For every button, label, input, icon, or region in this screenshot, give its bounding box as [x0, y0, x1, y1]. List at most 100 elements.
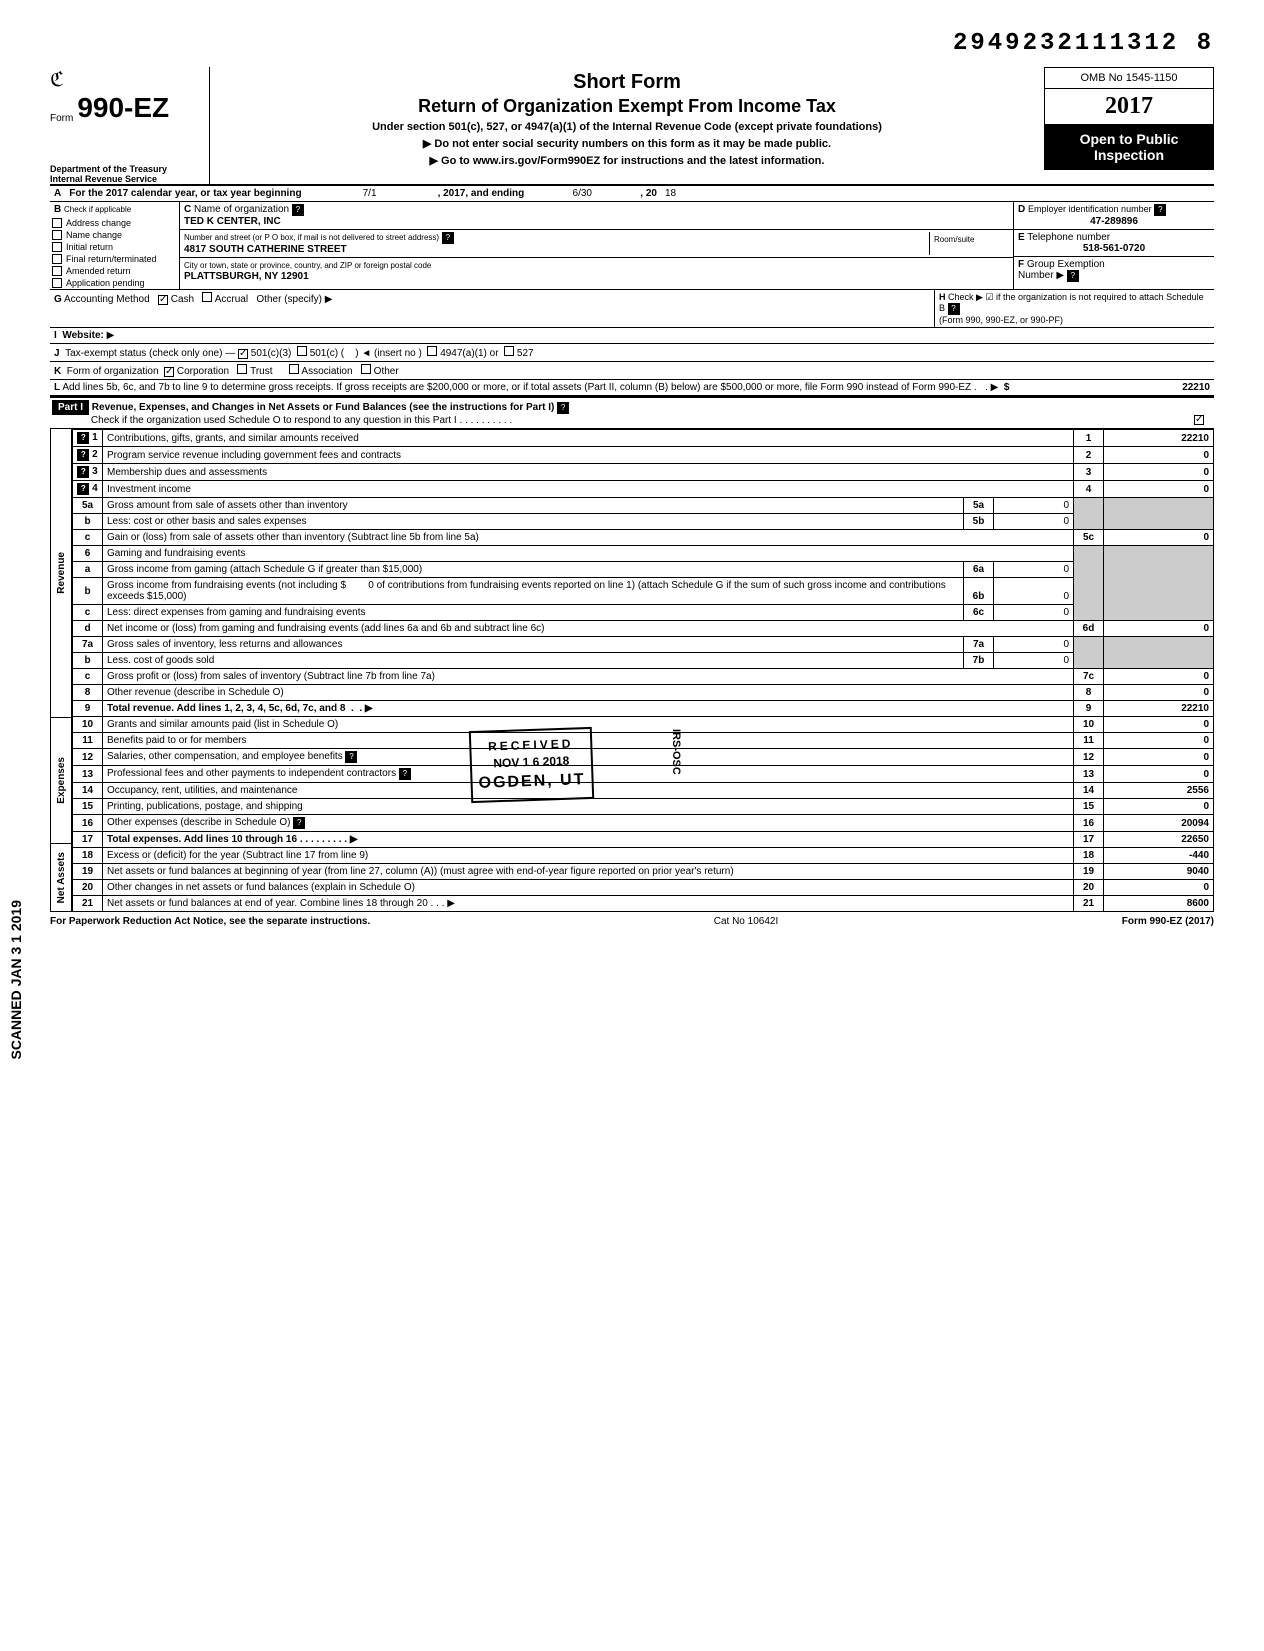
line7b-amt: 0 — [993, 653, 1073, 668]
h-text: Check ▶ ☑ if the organization is not req… — [939, 292, 1204, 313]
chk-4947[interactable] — [427, 346, 437, 356]
line6c-desc: Less: direct expenses from gaming and fu… — [107, 607, 365, 618]
org-name: TED K CENTER, INC — [184, 216, 281, 227]
under-section: Under section 501(c), 527, or 4947(a)(1)… — [220, 121, 1034, 133]
chk-address[interactable] — [52, 218, 62, 228]
help-icon: ? — [442, 232, 454, 244]
line4-desc: Investment income — [107, 484, 191, 495]
arrow-icon — [325, 294, 333, 305]
chk-trust[interactable] — [237, 364, 247, 374]
line11-desc: Benefits paid to or for members — [107, 735, 247, 746]
chk-initial[interactable] — [52, 242, 62, 252]
help-icon: ? — [557, 402, 569, 414]
opt-501c: 501(c) ( — [310, 348, 344, 359]
d-label: Employer identification number — [1028, 204, 1152, 214]
chk-assoc[interactable] — [289, 364, 299, 374]
line13-amt: 0 — [1104, 766, 1214, 783]
k-label: Form of organization — [67, 366, 159, 377]
line12-amt: 0 — [1104, 749, 1214, 766]
irs-osc-stamp: IRS-OSC — [670, 729, 682, 775]
line5c-amt: 0 — [1104, 530, 1214, 546]
pra-notice: For Paperwork Reduction Act Notice, see … — [50, 916, 370, 927]
opt-assoc: Association — [301, 366, 352, 377]
instr-url: Go to www.irs.gov/Form990EZ for instruct… — [220, 154, 1034, 167]
vlabel-revenue: Revenue — [54, 548, 69, 598]
chk-kother[interactable] — [361, 364, 371, 374]
line6a-amt: 0 — [993, 562, 1073, 577]
c-label: Name of organization — [194, 204, 289, 215]
line11-amt: 0 — [1104, 733, 1214, 749]
city-label: City or town, state or province, country… — [184, 261, 431, 270]
opt-address: Address change — [66, 218, 131, 228]
vlabel-expenses: Expenses — [54, 753, 69, 808]
street-value: 4817 SOUTH CATHERINE STREET — [184, 244, 347, 255]
e-label: Telephone number — [1027, 232, 1110, 243]
f-label: Group Exemption — [1027, 259, 1105, 270]
chk-namechg[interactable] — [52, 230, 62, 240]
period-begin: 7/1 — [310, 188, 430, 199]
arrow-icon — [350, 834, 358, 845]
f-number-lbl: Number — [1018, 270, 1054, 281]
line8-amt: 0 — [1104, 685, 1214, 701]
chk-cash[interactable] — [158, 295, 168, 305]
line3-amt: 0 — [1104, 464, 1214, 481]
line7b-desc: Less. cost of goods sold — [107, 655, 214, 666]
line19-desc: Net assets or fund balances at beginning… — [107, 866, 734, 877]
help-icon: ? — [1067, 270, 1079, 282]
line1-desc: Contributions, gifts, grants, and simila… — [107, 433, 359, 444]
room-label: Room/suite — [934, 235, 974, 244]
chk-apppend[interactable] — [52, 278, 62, 288]
phone-value: 518-561-0720 — [1018, 243, 1210, 254]
line8-desc: Other revenue (describe in Schedule O) — [107, 687, 284, 698]
opt-501c3: 501(c)(3) — [251, 348, 292, 359]
opt-corp: Corporation — [177, 366, 229, 377]
line21-desc: Net assets or fund balances at end of ye… — [107, 898, 428, 909]
line13-desc: Professional fees and other payments to … — [107, 768, 396, 779]
line7a-amt: 0 — [993, 637, 1073, 652]
chk-final[interactable] — [52, 254, 62, 264]
period-end: 6/30 — [532, 188, 632, 199]
line14-amt: 2556 — [1104, 783, 1214, 799]
arrow-icon — [991, 382, 999, 393]
help-icon: ? — [77, 466, 89, 478]
line2-desc: Program service revenue including govern… — [107, 450, 401, 461]
b-label: Check if applicable — [64, 205, 131, 214]
opt-amended: Amended return — [66, 266, 131, 276]
line7c-amt: 0 — [1104, 669, 1214, 685]
l-text: Add lines 5b, 6c, and 7b to line 9 to de… — [62, 382, 971, 393]
chk-amended[interactable] — [52, 266, 62, 276]
line6b-desc: Gross income from fundraising events (no… — [107, 580, 346, 591]
form-ref: Form 990-EZ (2017) — [1122, 916, 1214, 927]
opt-527: 527 — [517, 348, 534, 359]
line14-desc: Occupancy, rent, utilities, and maintena… — [107, 785, 297, 796]
tax-year: 2017 — [1044, 89, 1214, 125]
line10-amt: 0 — [1104, 717, 1214, 733]
line5b-desc: Less: cost or other basis and sales expe… — [107, 516, 307, 527]
g-label: Accounting Method — [64, 294, 150, 305]
ein-value: 47-289896 — [1018, 216, 1210, 227]
line3-desc: Membership dues and assessments — [107, 467, 267, 478]
line7a-desc: Gross sales of inventory, less returns a… — [107, 639, 342, 650]
line4-amt: 0 — [1104, 481, 1214, 498]
line20-desc: Other changes in net assets or fund bala… — [107, 882, 415, 893]
opt-trust: Trust — [250, 366, 272, 377]
form-label: Form — [50, 113, 73, 124]
l-amount: 22210 — [1090, 382, 1210, 393]
chk-corp[interactable] — [164, 367, 174, 377]
line7c-desc: Gross profit or (loss) from sales of inv… — [107, 671, 435, 682]
opt-apppend: Application pending — [66, 278, 145, 288]
help-icon: ? — [77, 432, 89, 444]
line20-amt: 0 — [1104, 880, 1214, 896]
chk-501c3[interactable] — [238, 349, 248, 359]
line9-amt: 22210 — [1104, 701, 1214, 717]
irs-label: Internal Revenue Service — [50, 174, 203, 184]
chk-sched-o[interactable] — [1194, 415, 1204, 425]
chk-501c[interactable] — [297, 346, 307, 356]
line19-amt: 9040 — [1104, 864, 1214, 880]
scanned-stamp: SCANNED JAN 3 1 2019 — [8, 900, 24, 1060]
form-number: 990-EZ — [77, 92, 169, 124]
chk-527[interactable] — [504, 346, 514, 356]
open-public: Open to Public Inspection — [1044, 125, 1214, 170]
line18-desc: Excess or (deficit) for the year (Subtra… — [107, 850, 368, 861]
chk-accrual[interactable] — [202, 292, 212, 302]
